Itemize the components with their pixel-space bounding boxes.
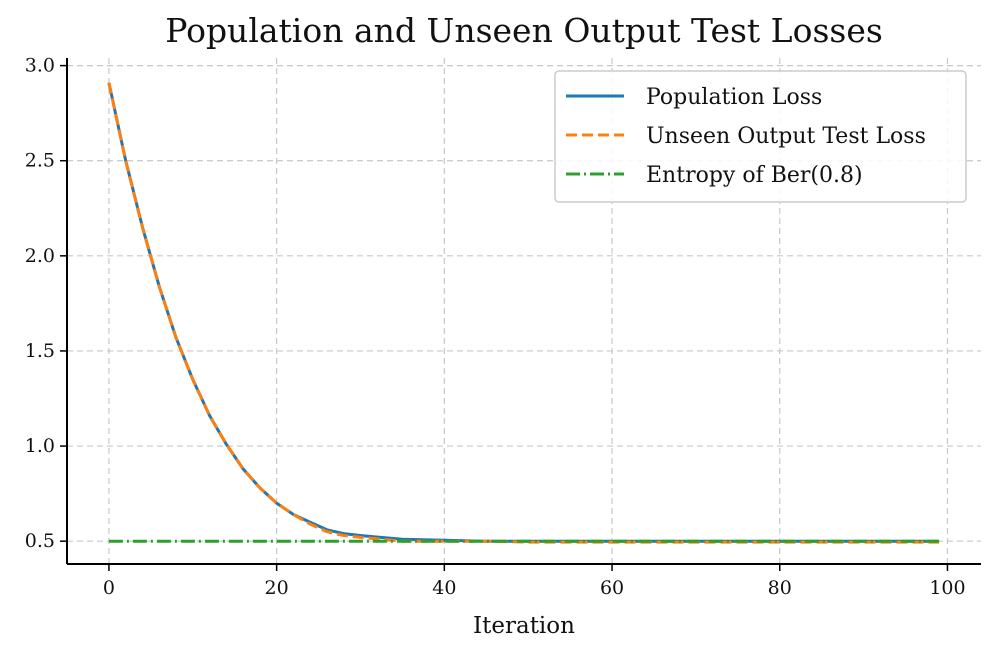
y-tick-label: 1.0 <box>25 435 55 457</box>
y-tick-label: 2.5 <box>25 150 55 172</box>
x-tick-label: 60 <box>600 577 624 599</box>
series-group <box>107 82 940 544</box>
x-tick-label: 0 <box>103 577 115 599</box>
x-axis-label: Iteration <box>473 613 575 639</box>
y-tick-label: 2.0 <box>25 245 55 267</box>
chart-title: Population and Unseen Output Test Losses <box>165 11 883 50</box>
ticks: 0 20 40 60 80 100 0.5 1.0 1.5 2.0 2.5 3.0 <box>25 55 966 599</box>
x-tick-label: 40 <box>432 577 456 599</box>
series-line-unseen-output-test-loss <box>107 82 940 544</box>
legend: Population Loss Unseen Output Test Loss En… <box>554 70 967 203</box>
axes <box>66 58 981 565</box>
y-tick-label: 3.0 <box>25 55 55 77</box>
y-tick-label: 0.5 <box>25 530 55 552</box>
legend-frame <box>554 70 967 203</box>
x-tick-label: 20 <box>265 577 289 599</box>
y-tick-label: 1.5 <box>25 340 55 362</box>
legend-label: Unseen Output Test Loss <box>646 124 926 149</box>
x-tick-label: 80 <box>768 577 792 599</box>
x-tick-label: 100 <box>929 577 965 599</box>
legend-label: Entropy of Ber(0.8) <box>646 163 863 188</box>
legend-label: Population Loss <box>646 85 822 110</box>
